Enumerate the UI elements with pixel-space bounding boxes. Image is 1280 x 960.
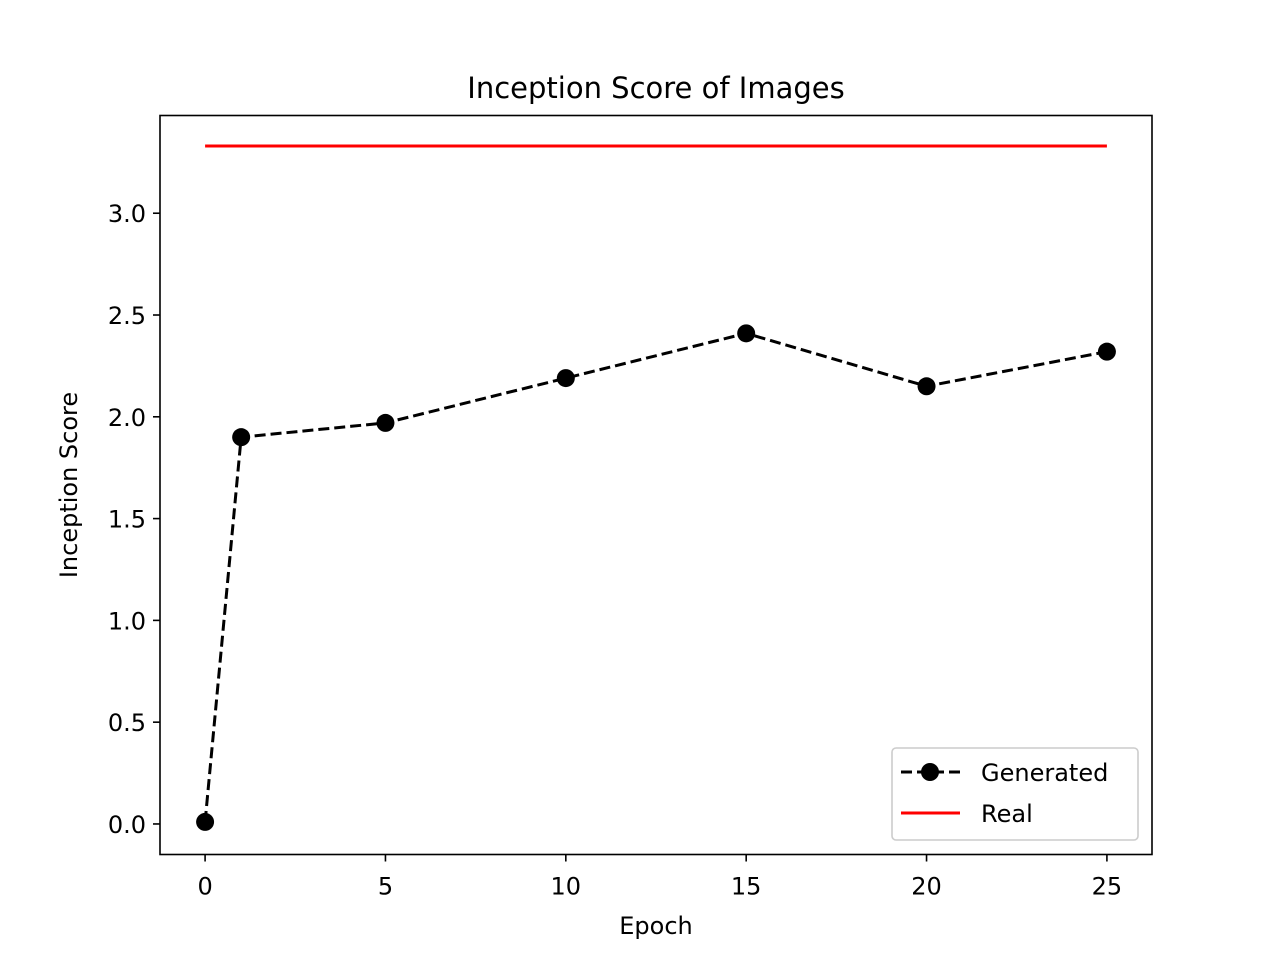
legend: Generated Real: [891, 747, 1139, 841]
x-tick-label: 20: [911, 873, 942, 901]
y-tick-label: 1.0: [108, 607, 146, 635]
data-point-generated: [232, 428, 251, 447]
y-tick-label: 0.5: [108, 709, 146, 737]
y-tick-label: 2.0: [108, 404, 146, 432]
x-tick-label: 15: [731, 873, 762, 901]
data-point-generated: [1097, 342, 1116, 361]
y-tick-label: 3.0: [108, 200, 146, 228]
data-point-generated: [376, 413, 395, 432]
y-tick-label: 1.5: [108, 506, 146, 534]
legend-generated-label: Generated: [981, 759, 1108, 787]
plot-area: [196, 144, 1116, 831]
x-tick-label: 0: [197, 873, 212, 901]
axes-frame: [159, 114, 1153, 856]
data-point-generated: [737, 324, 756, 343]
data-point-generated: [556, 369, 575, 388]
chart-title: Inception Score of Images: [467, 71, 844, 105]
legend-real-label: Real: [981, 800, 1033, 828]
y-axis: 0.0 0.5 1.0 1.5 2.0 2.5 3.0: [108, 200, 160, 839]
x-axis: 0 5 10 15 20 25: [197, 854, 1123, 901]
data-point-generated: [917, 377, 936, 396]
x-tick-label: 5: [378, 873, 393, 901]
y-tick-label: 2.5: [108, 302, 146, 330]
legend-generated-marker: [921, 763, 939, 781]
y-axis-label: Inception Score: [55, 392, 83, 578]
x-tick-label: 25: [1092, 873, 1123, 901]
x-axis-label: Epoch: [619, 912, 693, 940]
data-point-generated: [196, 812, 215, 831]
x-tick-label: 10: [551, 873, 582, 901]
y-tick-label: 0.0: [108, 811, 146, 839]
